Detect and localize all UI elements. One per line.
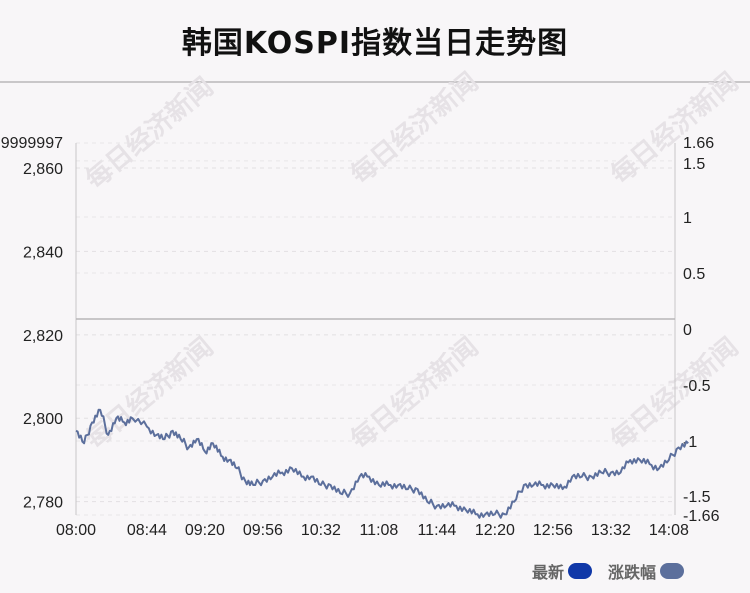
x-tick-label: 12:20 <box>475 522 515 539</box>
left-tick-label: 2,800 <box>23 411 63 428</box>
x-tick-label: 09:56 <box>243 522 283 539</box>
watermark-text: 每日经济新闻 <box>345 331 484 455</box>
right-tick-label: 1 <box>683 210 692 227</box>
left-tick-label: 2,820 <box>23 328 63 345</box>
legend-label-latest: 最新 <box>531 563 564 582</box>
x-tick-label: 09:20 <box>185 522 225 539</box>
x-tick-label: 10:32 <box>301 522 341 539</box>
left-tick-label: 2,780 <box>23 495 63 512</box>
right-tick-label: 0 <box>683 322 692 339</box>
right-tick-label: -0.5 <box>683 378 711 395</box>
chart-title: 韩国KOSPI指数当日走势图 <box>181 26 569 61</box>
legend-item-latest[interactable]: 最新 <box>532 559 592 583</box>
right-tick-label: 1.5 <box>683 156 705 173</box>
right-tick-label: -1.5 <box>683 489 711 506</box>
left-tick-label: 2,840 <box>23 244 63 261</box>
x-tick-label: 11:08 <box>359 522 398 539</box>
right-axis-ticks: -1.66 -1.5 -1 -0.5 0 0.5 1 1.5 1.66 <box>683 135 720 525</box>
legend-swatch-change <box>660 563 684 579</box>
right-tick-label: 0.5 <box>683 266 705 283</box>
left-axis-ticks: 2,780 2,800 2,820 2,840 2,860 9999997 <box>1 135 63 512</box>
x-tick-label: 14:08 <box>649 522 689 539</box>
legend-swatch-latest <box>567 563 592 579</box>
x-tick-label: 11:44 <box>417 522 456 539</box>
legend-label-change: 涨跌幅 <box>607 563 656 582</box>
watermark-text: 每日经济新闻 <box>80 331 219 455</box>
series-layer <box>75 408 689 519</box>
watermark-text: 每日经济新闻 <box>345 66 484 190</box>
series-line <box>75 408 689 519</box>
left-tick-label: 2,860 <box>23 161 63 178</box>
x-tick-label: 12:56 <box>533 522 573 539</box>
title-divider <box>0 81 750 83</box>
axes <box>75 143 676 515</box>
right-tick-label: -1 <box>683 434 697 451</box>
x-axis-ticks: 08:00 08:44 09:20 09:56 10:32 11:08 11:44 12:20… <box>56 522 689 539</box>
right-tick-label: 1.66 <box>683 135 714 152</box>
right-tick-label: -1.66 <box>683 508 720 525</box>
legend: 最新 涨跌幅 <box>524 559 684 583</box>
left-top-label: 9999997 <box>1 135 63 152</box>
grid-lines <box>76 142 675 516</box>
watermark-text: 每日经济新闻 <box>80 71 219 195</box>
x-tick-label: 13:32 <box>591 522 631 539</box>
x-tick-label: 08:00 <box>56 522 96 539</box>
x-tick-label: 08:44 <box>127 522 167 539</box>
legend-item-change[interactable]: 涨跌幅 <box>608 559 684 583</box>
